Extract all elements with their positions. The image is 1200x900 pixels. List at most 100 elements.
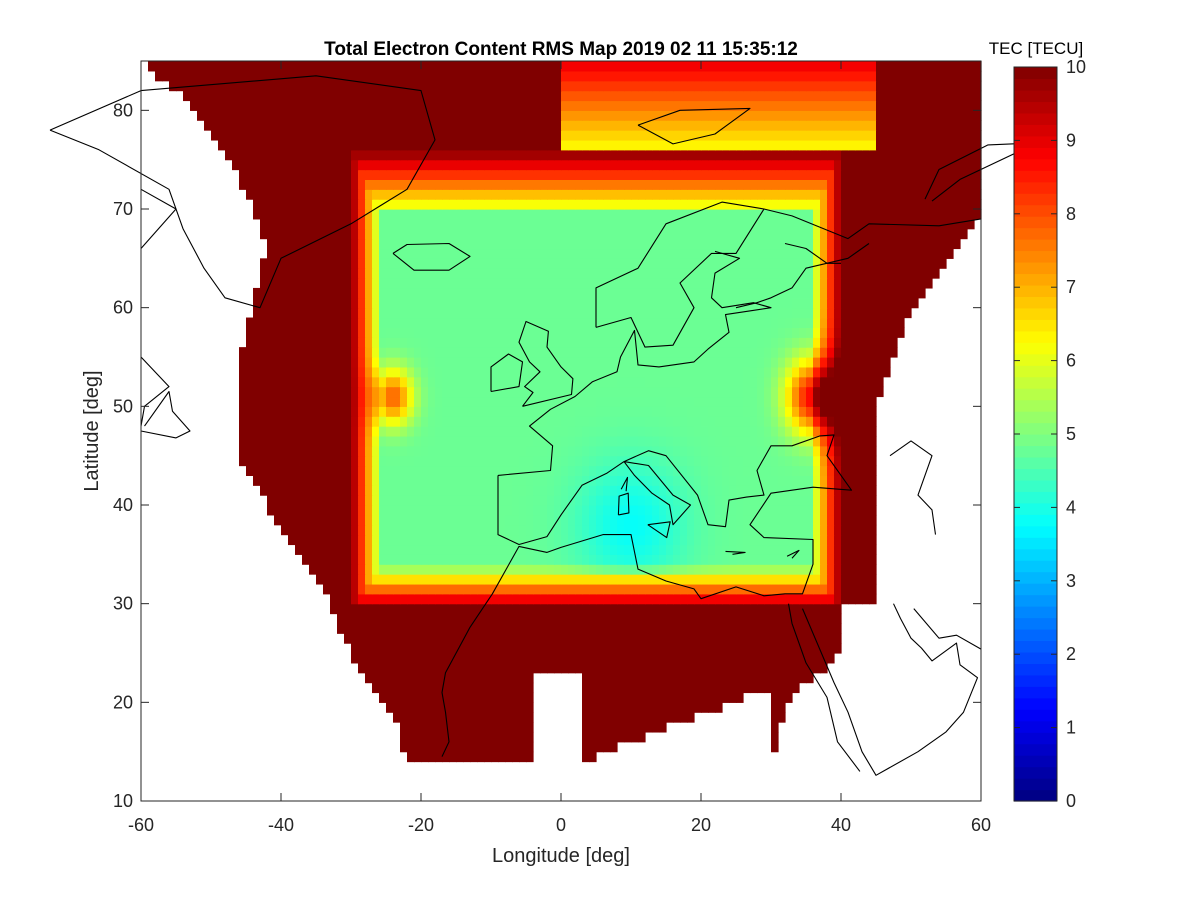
heatmap-cell bbox=[869, 209, 877, 220]
heatmap-cell bbox=[533, 653, 541, 664]
heatmap-cell bbox=[407, 179, 415, 190]
heatmap-cell bbox=[624, 347, 632, 358]
heatmap-cell bbox=[729, 455, 737, 467]
heatmap-cell bbox=[575, 366, 583, 378]
heatmap-cell bbox=[743, 386, 751, 398]
heatmap-cell bbox=[512, 692, 520, 703]
heatmap-cell bbox=[631, 534, 639, 546]
heatmap-cell bbox=[316, 238, 324, 250]
heatmap-cell bbox=[596, 327, 604, 338]
heatmap-cell bbox=[785, 524, 793, 536]
heatmap-cell bbox=[477, 564, 485, 575]
heatmap-cell bbox=[484, 426, 492, 437]
heatmap-cell bbox=[862, 366, 870, 378]
heatmap-cell bbox=[820, 435, 828, 447]
heatmap-cell bbox=[505, 613, 513, 624]
heatmap-cell bbox=[708, 662, 716, 674]
heatmap-cell bbox=[295, 307, 303, 319]
heatmap-cell bbox=[589, 307, 597, 319]
heatmap-cell bbox=[785, 672, 793, 684]
heatmap-cell bbox=[792, 495, 800, 506]
heatmap-cell bbox=[820, 455, 828, 467]
heatmap-cell bbox=[568, 505, 576, 516]
heatmap-cell bbox=[351, 485, 359, 496]
heatmap-cell bbox=[372, 623, 380, 634]
heatmap-cell bbox=[309, 455, 317, 467]
heatmap-cell bbox=[869, 514, 877, 526]
heatmap-cell bbox=[848, 416, 856, 427]
heatmap-cell bbox=[582, 653, 590, 664]
heatmap-cell bbox=[386, 435, 394, 447]
heatmap-cell bbox=[848, 357, 856, 368]
heatmap-cell bbox=[400, 623, 408, 634]
heatmap-cell bbox=[309, 169, 317, 180]
heatmap-cell bbox=[666, 534, 674, 546]
heatmap-cell bbox=[785, 189, 793, 200]
heatmap-cell bbox=[547, 406, 555, 417]
heatmap-cell bbox=[512, 583, 520, 595]
heatmap-cell bbox=[750, 524, 758, 536]
heatmap-cell bbox=[491, 347, 499, 358]
heatmap-cell bbox=[505, 662, 513, 674]
heatmap-cell bbox=[533, 613, 541, 624]
heatmap-cell bbox=[407, 159, 415, 171]
heatmap-cell bbox=[645, 702, 653, 713]
heatmap-cell bbox=[351, 435, 359, 447]
heatmap-cell bbox=[267, 159, 275, 171]
heatmap-cell bbox=[295, 505, 303, 516]
heatmap-cell bbox=[680, 159, 688, 171]
heatmap-cell bbox=[512, 534, 520, 546]
heatmap-cell bbox=[610, 169, 618, 180]
heatmap-cell bbox=[463, 327, 471, 338]
heatmap-cell bbox=[477, 603, 485, 615]
heatmap-cell bbox=[729, 623, 737, 634]
heatmap-cell bbox=[939, 179, 947, 190]
heatmap-cell bbox=[442, 179, 450, 190]
heatmap-cell bbox=[442, 751, 450, 763]
heatmap-cell bbox=[435, 366, 443, 378]
heatmap-cell bbox=[799, 366, 807, 378]
heatmap-cell bbox=[869, 544, 877, 555]
heatmap-cell bbox=[435, 505, 443, 516]
heatmap-cell bbox=[617, 406, 625, 417]
heatmap-cell bbox=[701, 702, 709, 713]
heatmap-cell bbox=[414, 347, 422, 358]
heatmap-cell bbox=[456, 287, 464, 299]
heatmap-cell bbox=[813, 633, 821, 644]
heatmap-cell bbox=[687, 574, 695, 585]
heatmap-cell bbox=[666, 564, 674, 575]
heatmap-cell bbox=[596, 455, 604, 467]
heatmap-cell bbox=[554, 228, 562, 240]
heatmap-cell bbox=[582, 524, 590, 536]
heatmap-cell bbox=[610, 633, 618, 644]
heatmap-cell bbox=[281, 505, 289, 516]
heatmap-cell bbox=[323, 386, 331, 398]
heatmap-cell bbox=[386, 455, 394, 467]
heatmap-cell bbox=[729, 386, 737, 398]
heatmap-cell bbox=[330, 218, 338, 230]
heatmap-cell bbox=[736, 228, 744, 240]
heatmap-cell bbox=[673, 169, 681, 180]
heatmap-cell bbox=[421, 534, 429, 546]
heatmap-cell bbox=[862, 524, 870, 536]
heatmap-cell bbox=[302, 169, 310, 180]
heatmap-cell bbox=[673, 554, 681, 565]
heatmap-cell bbox=[645, 238, 653, 250]
heatmap-cell bbox=[267, 396, 275, 407]
heatmap-cell bbox=[484, 376, 492, 388]
heatmap-cell bbox=[652, 692, 660, 703]
heatmap-cell bbox=[365, 199, 373, 210]
heatmap-cell bbox=[757, 258, 765, 269]
heatmap-cell bbox=[750, 307, 758, 319]
heatmap-cell bbox=[519, 199, 527, 210]
heatmap-cell bbox=[596, 228, 604, 240]
heatmap-cell bbox=[274, 445, 282, 457]
heatmap-cell bbox=[323, 209, 331, 220]
heatmap-cell bbox=[267, 228, 275, 240]
heatmap-cell bbox=[561, 564, 569, 575]
heatmap-cell bbox=[239, 406, 247, 417]
heatmap-cell bbox=[799, 593, 807, 605]
heatmap-cell bbox=[764, 248, 772, 259]
heatmap-cell bbox=[442, 189, 450, 200]
heatmap-cell bbox=[862, 544, 870, 555]
